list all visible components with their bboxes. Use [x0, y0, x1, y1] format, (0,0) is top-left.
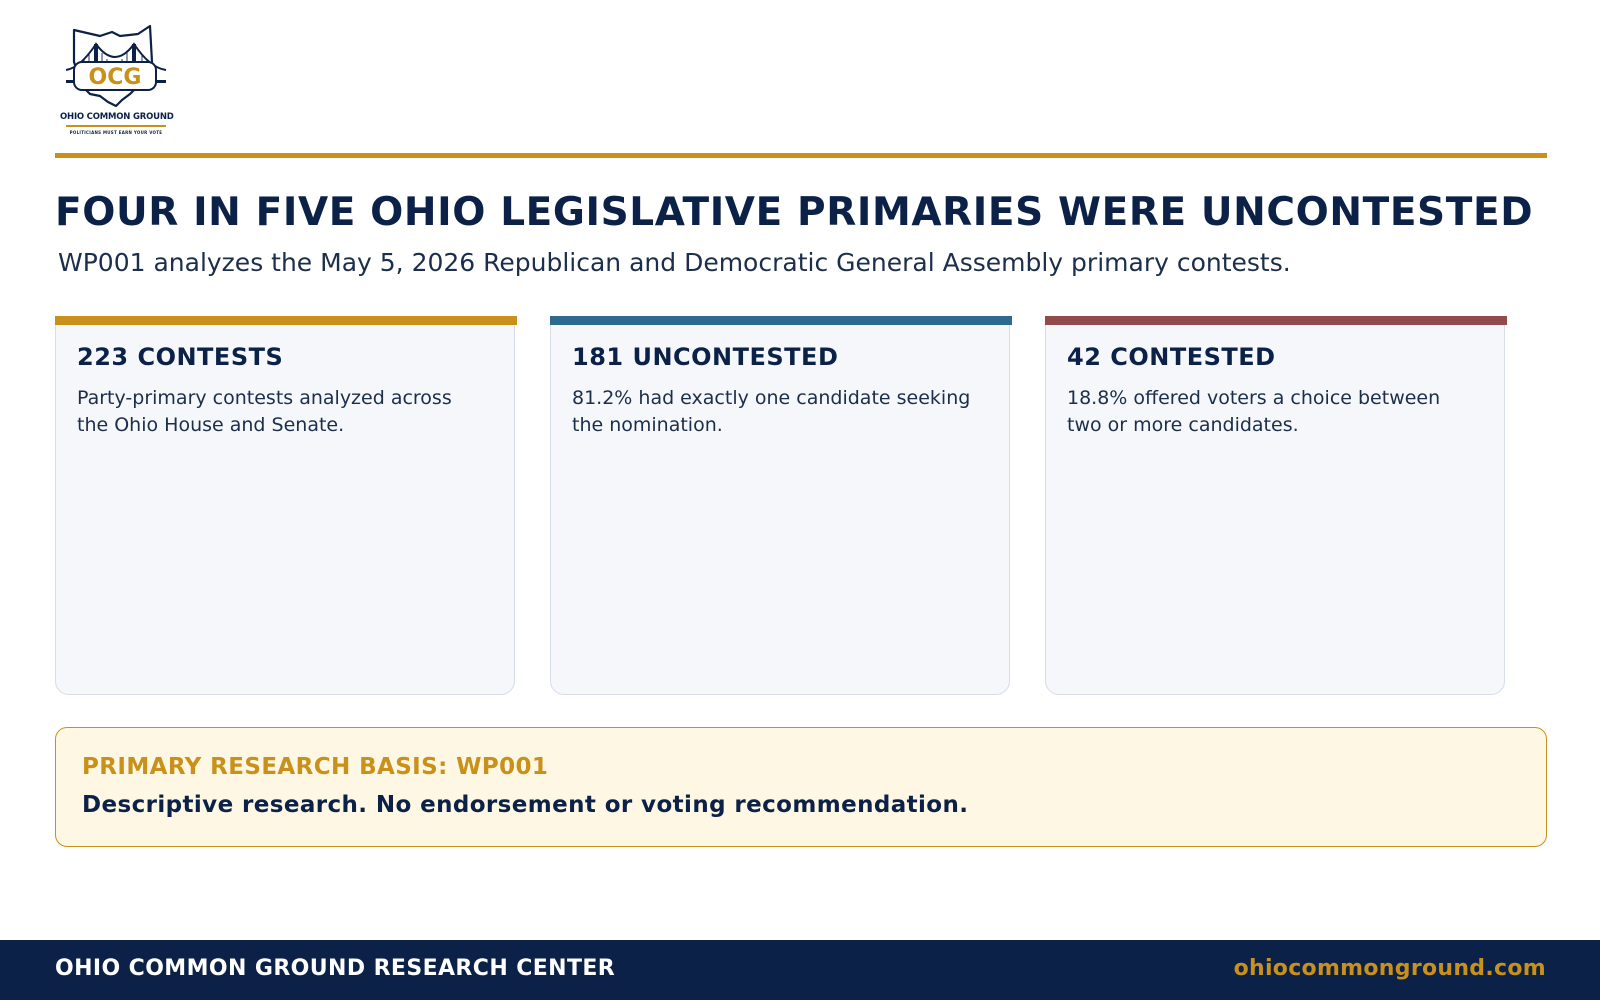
- stat-card-contests: 223 CONTESTS Party-primary contests anal…: [55, 316, 517, 695]
- logo-divider: [66, 125, 166, 127]
- callout-text: Descriptive research. No endorsement or …: [82, 792, 969, 818]
- logo-tagline: POLITICIANS MUST EARN YOUR VOTE: [69, 130, 163, 135]
- footer-website-link[interactable]: ohiocommonground.com: [1233, 956, 1546, 981]
- card-description: 81.2% had exactly one candidate seeking …: [572, 387, 971, 436]
- card-description: 18.8% offered voters a choice between tw…: [1067, 387, 1441, 436]
- page-title: FOUR IN FIVE OHIO LEGISLATIVE PRIMARIES …: [55, 190, 1534, 235]
- card-title: 181 UNCONTESTED: [572, 343, 839, 371]
- card-accent-bar: [550, 316, 1012, 325]
- card-title: 42 CONTESTED: [1067, 343, 1276, 371]
- card-description: Party-primary contests analyzed across t…: [77, 387, 452, 436]
- research-basis-callout: PRIMARY RESEARCH BASIS: WP001 Descriptiv…: [55, 727, 1547, 847]
- stat-card-uncontested: 181 UNCONTESTED 81.2% had exactly one ca…: [550, 316, 1012, 695]
- logo-abbrev: OCG: [89, 65, 142, 90]
- footer-org-name: OHIO COMMON GROUND RESEARCH CENTER: [55, 956, 616, 981]
- page-subtitle: WP001 analyzes the May 5, 2026 Republica…: [58, 248, 1291, 277]
- card-accent-bar: [1045, 316, 1507, 325]
- stat-card-contested: 42 CONTESTED 18.8% offered voters a choi…: [1045, 316, 1507, 695]
- card-title: 223 CONTESTS: [77, 343, 284, 371]
- footer-bar: OHIO COMMON GROUND RESEARCH CENTER ohioc…: [0, 940, 1600, 1000]
- ohio-bridge-logo-icon: OCG: [65, 24, 167, 108]
- card-accent-bar: [55, 316, 517, 325]
- callout-label: PRIMARY RESEARCH BASIS: WP001: [82, 754, 549, 780]
- header-divider: [55, 153, 1547, 158]
- logo-name: OHIO COMMON GROUND: [60, 112, 174, 122]
- ocg-logo: OCG OHIO COMMON GROUND POLITICIANS MUST …: [60, 22, 174, 140]
